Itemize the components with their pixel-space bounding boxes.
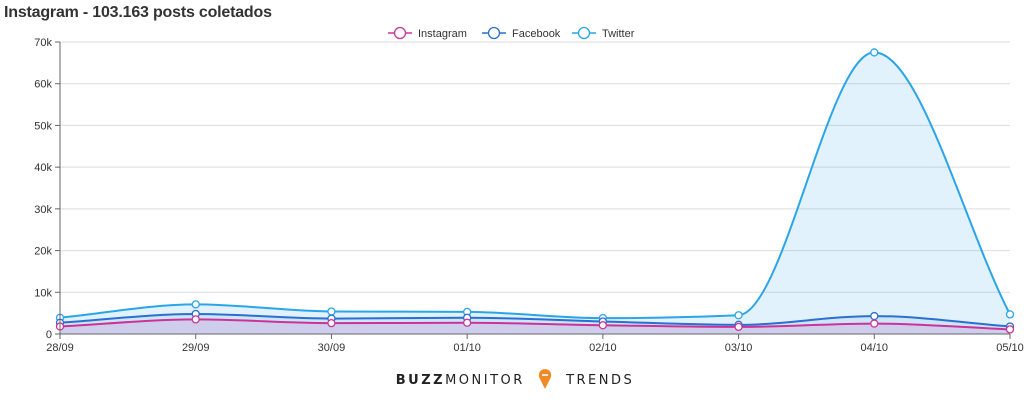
- y-tick-label: 20k: [34, 246, 52, 258]
- series-points: [55, 48, 1015, 334]
- data-point-instagram-7[interactable]: [1005, 325, 1015, 334]
- brand-logo: BUZZMONITOR TRENDS: [0, 368, 1030, 390]
- x-tick-label: 29/09: [182, 342, 210, 354]
- chart: 0 10k 20k 30k 40k 50k 60k 70k 28/09 29/09 30/09 01/…: [34, 26, 1024, 354]
- x-tick-label: 03/10: [725, 342, 753, 354]
- x-tick-label: 01/10: [453, 342, 481, 354]
- series-line-instagram: [59, 318, 1011, 331]
- legend-marker-icon: [577, 26, 591, 40]
- y-tick-label: 10k: [34, 287, 52, 299]
- data-point-instagram-1[interactable]: [191, 315, 200, 324]
- data-point-twitter-1[interactable]: [191, 300, 200, 309]
- chart-title: Instagram - 103.163 posts coletados: [4, 4, 272, 21]
- legend-item-instagram[interactable]: Instagram: [388, 26, 467, 41]
- axes: 0 10k 20k 30k 40k 50k 60k 70k 28/09 29/09 30/09 01/…: [34, 37, 1024, 354]
- y-tick-label: 40k: [34, 162, 52, 174]
- legend: Instagram Facebook Twitter: [388, 26, 635, 41]
- data-point-instagram-6[interactable]: [870, 319, 879, 328]
- data-point-twitter-5[interactable]: [734, 311, 743, 320]
- brand-monitor: MONITOR: [445, 373, 525, 388]
- grid: [60, 41, 1010, 293]
- pin-icon: [539, 369, 552, 389]
- data-point-instagram-5[interactable]: [734, 322, 743, 332]
- data-point-instagram-3[interactable]: [462, 318, 472, 327]
- y-tick-label: 0: [46, 329, 52, 341]
- legend-label: Twitter: [602, 28, 635, 40]
- data-point-instagram-4[interactable]: [598, 321, 608, 330]
- legend-marker-icon: [487, 26, 501, 40]
- data-point-facebook-6[interactable]: [870, 311, 879, 321]
- y-tick-label: 50k: [34, 120, 52, 132]
- series-areas: [60, 52, 1010, 335]
- x-tick-label: 30/09: [318, 342, 346, 354]
- data-point-twitter-6[interactable]: [870, 48, 879, 57]
- series-area-twitter: [60, 52, 1010, 335]
- x-tick-label: 05/10: [996, 342, 1024, 354]
- x-tick-label: 28/09: [46, 342, 74, 354]
- legend-label: Instagram: [418, 28, 467, 40]
- legend-item-facebook[interactable]: Facebook: [482, 26, 561, 41]
- x-tick-label: 04/10: [861, 342, 889, 354]
- brand-buzz: BUZZ: [395, 373, 446, 388]
- series-line-facebook: [59, 312, 1011, 328]
- legend-marker-icon: [393, 26, 407, 40]
- data-point-twitter-2[interactable]: [327, 307, 336, 316]
- legend-label: Facebook: [512, 28, 561, 40]
- brand-trends: TRENDS: [566, 373, 635, 388]
- legend-item-twitter[interactable]: Twitter: [572, 26, 635, 41]
- data-point-twitter-7[interactable]: [1005, 310, 1015, 319]
- x-tick-label: 02/10: [589, 342, 617, 354]
- data-point-instagram-2[interactable]: [327, 319, 336, 328]
- y-tick-label: 30k: [34, 204, 52, 216]
- y-tick-label: 60k: [34, 79, 52, 91]
- y-tick-label: 70k: [34, 37, 52, 49]
